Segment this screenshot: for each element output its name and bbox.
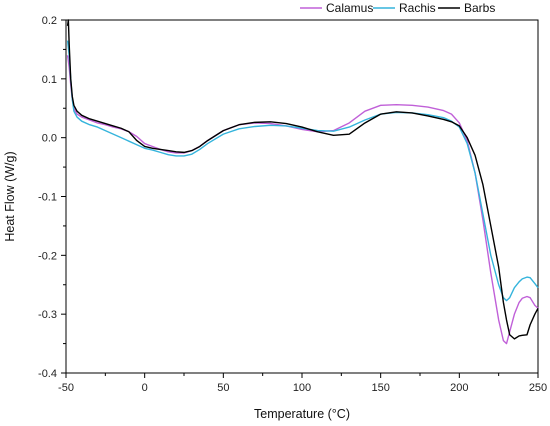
legend-item-calamus: Calamus — [300, 1, 373, 15]
x-tick-label: 150 — [371, 382, 389, 394]
y-tick-label: -0.4 — [38, 368, 57, 380]
legend-label-calamus: Calamus — [326, 1, 373, 15]
plot-frame — [65, 19, 539, 374]
plot-area: -50 0 50 100 150 200 250 -0.4 -0.3 -0.2 -0.1 0.0 0.… — [38, 15, 547, 394]
y-tick-label: -0.1 — [38, 192, 57, 204]
series-group — [66, 19, 539, 345]
y-axis-title: Heat Flow (W/g) — [3, 151, 17, 241]
x-axis-title: Temperature (°C) — [254, 407, 350, 421]
x-tick-label: 50 — [217, 382, 229, 394]
legend: Calamus Rachis Barbs — [300, 1, 495, 15]
y-axis: -0.4 -0.3 -0.2 -0.1 0.0 0.1 0.2 — [38, 15, 66, 380]
legend-item-rachis: Rachis — [373, 1, 436, 15]
legend-label-rachis: Rachis — [399, 1, 436, 15]
y-tick-label: 0.2 — [42, 15, 57, 27]
series-line-calamus — [66, 55, 539, 345]
y-tick-label: -0.3 — [38, 309, 57, 321]
series-line-rachis — [66, 40, 539, 302]
y-tick-label: 0.0 — [42, 133, 57, 145]
legend-label-barbs: Barbs — [464, 1, 495, 15]
x-tick-label: -50 — [58, 382, 74, 394]
y-tick-label: -0.2 — [38, 250, 57, 262]
series-line-barbs — [66, 19, 539, 340]
x-axis: -50 0 50 100 150 200 250 — [58, 373, 547, 394]
x-tick-label: 100 — [293, 382, 311, 394]
y-tick-label: 0.1 — [42, 74, 57, 86]
x-tick-label: 250 — [529, 382, 547, 394]
x-tick-label: 200 — [450, 382, 468, 394]
legend-item-barbs: Barbs — [438, 1, 495, 15]
x-tick-label: 0 — [142, 382, 148, 394]
